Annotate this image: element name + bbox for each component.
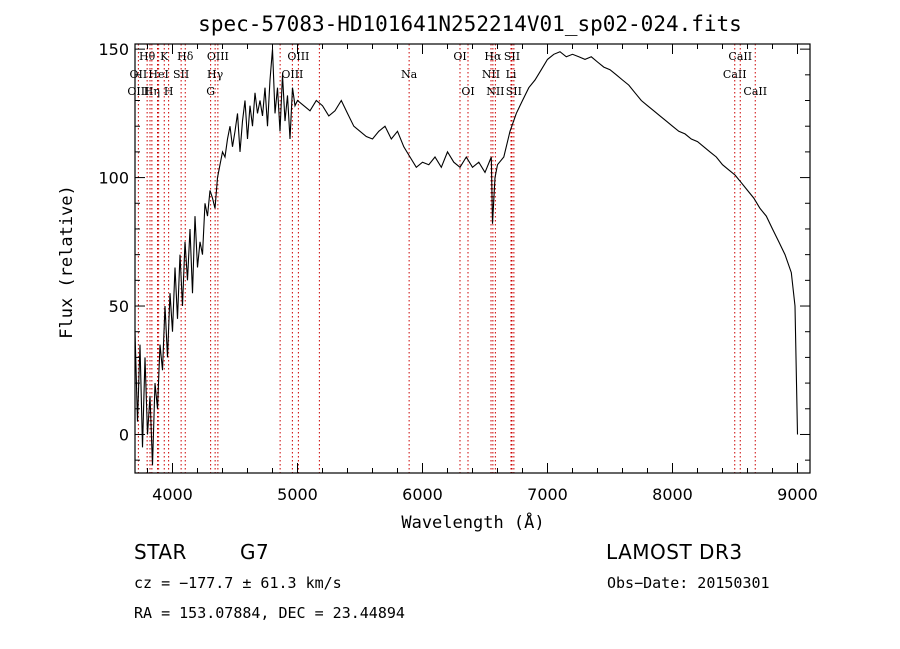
line-label: NII xyxy=(486,85,504,98)
redshift-velocity: cz = −177.7 ± 61.3 km/s xyxy=(134,574,342,592)
line-label: SII xyxy=(504,50,520,63)
y-axis-label: Flux (relative) xyxy=(57,185,77,339)
line-label: OI xyxy=(461,85,474,98)
spectrum-line xyxy=(134,49,799,466)
line-label: G xyxy=(206,85,215,98)
line-label: Hη xyxy=(144,85,160,98)
line-label: CaII xyxy=(728,50,752,63)
chart-title: spec-57083-HD101641N252214V01_sp02-024.f… xyxy=(198,12,742,36)
line-label: NII xyxy=(482,68,500,81)
line-label: HeI xyxy=(148,68,168,81)
line-label: OIII xyxy=(127,85,149,98)
x-tick-label: 9000 xyxy=(777,485,818,504)
line-label: Hγ xyxy=(207,68,224,81)
line-label: CaII xyxy=(723,68,747,81)
line-label: Hδ xyxy=(177,50,194,63)
x-tick-label: 5000 xyxy=(277,485,318,504)
line-label: OIII xyxy=(287,50,309,63)
line-label: OIII xyxy=(207,50,229,63)
line-label: SII xyxy=(173,68,189,81)
x-axis-ticks: 4000 5000 6000 7000 8000 9000 xyxy=(147,44,818,504)
line-label: OI xyxy=(453,50,466,63)
line-label: Hθ xyxy=(139,50,156,63)
survey-name: LAMOST DR3 xyxy=(606,540,743,564)
line-label: OIII xyxy=(281,68,303,81)
y-tick-label: 100 xyxy=(98,169,129,188)
y-tick-label: 50 xyxy=(109,297,129,316)
y-tick-label: 0 xyxy=(119,425,129,444)
y-tick-label: 150 xyxy=(98,40,129,59)
line-label: K xyxy=(160,50,169,63)
x-axis-label: Wavelength (Å) xyxy=(401,511,544,533)
object-class: STAR xyxy=(134,540,187,564)
x-tick-label: 4000 xyxy=(152,485,193,504)
line-label: Li xyxy=(506,68,517,81)
x-tick-label: 6000 xyxy=(402,485,443,504)
plot-frame xyxy=(134,43,811,474)
coordinates: RA = 153.07884, DEC = 23.44894 xyxy=(134,604,405,622)
spectral-line-markers xyxy=(137,44,756,473)
line-label: SII xyxy=(506,85,522,98)
line-label: H xyxy=(164,85,174,98)
x-tick-label: 8000 xyxy=(652,485,693,504)
line-label: Na xyxy=(401,68,418,81)
observation-date: Obs−Date: 20150301 xyxy=(607,574,770,592)
y-axis-ticks: 0 50 100 150 xyxy=(98,40,810,461)
line-label: CaII xyxy=(743,85,767,98)
object-subclass: G7 xyxy=(240,540,270,564)
line-label: Hα xyxy=(484,50,502,63)
x-tick-label: 7000 xyxy=(527,485,568,504)
